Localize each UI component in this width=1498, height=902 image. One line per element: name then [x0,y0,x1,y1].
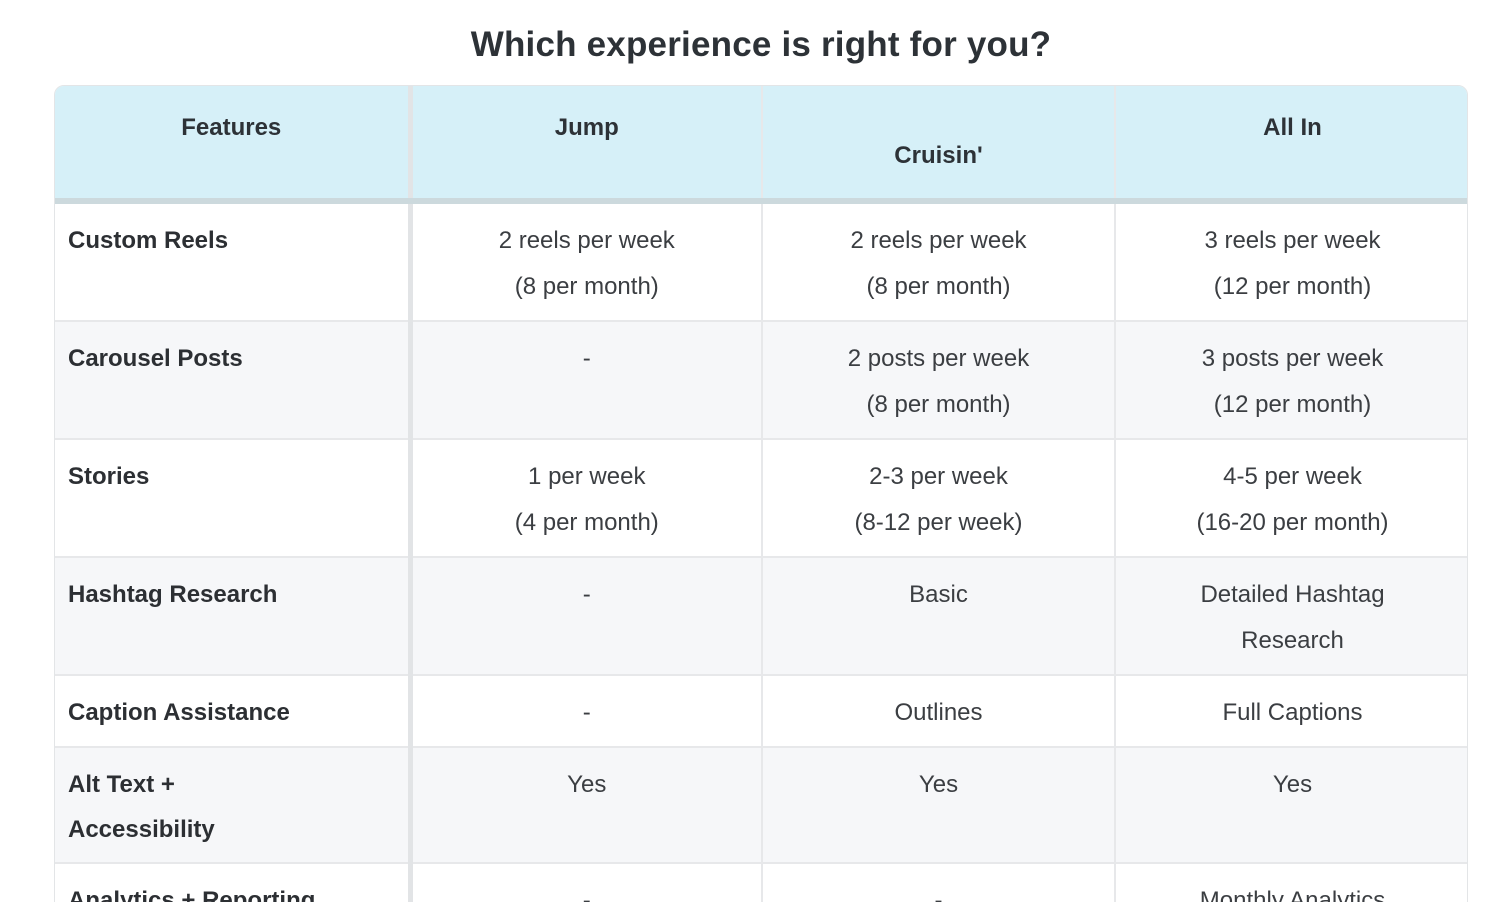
feature-value-cell: Monthly Analytics Review [1115,861,1467,902]
column-header-jump-label: Jump [554,113,619,141]
table-row: Caption Assistance - Outlines Full Captions [55,673,1467,747]
feature-value-cell: 2 posts per week (8 per month) [762,319,1116,439]
feature-label: Custom Reels [55,200,413,321]
column-header-features-label: Features [181,113,282,141]
feature-value-cell: Outlines [762,673,1116,747]
page-title: Which experience is right for you? [470,25,1052,64]
comparison-table-container: Features Jump Cruisin' All In [54,84,1468,902]
feature-value-cell: 2-3 per week (8-12 per week) [762,437,1116,557]
feature-label: Caption Assistance [55,673,413,747]
column-header-allin: All In [1115,85,1467,204]
column-header-cruisin-text: Cruisin' [894,141,983,169]
table-row: Carousel Posts -2 posts per week (8 per m… [55,319,1467,439]
feature-value-cell: 4-5 per week (16-20 per month) [1115,437,1467,557]
feature-value-cell: - [762,861,1116,902]
column-header-allin-label: All In [1263,113,1322,141]
column-header-cruisin: Cruisin' [762,85,1116,204]
table-row: Stories 1 per week (4 per month) 2-3 per w… [55,437,1467,557]
feature-value-cell: 3 posts per week (12 per month) [1115,319,1467,439]
feature-value-cell: Full Captions [1115,673,1467,747]
column-header-jump: Jump [410,85,763,204]
feature-value-cell: 2 reels per week (8 per month) [410,200,763,321]
feature-value-cell: - [410,319,763,439]
feature-label: Alt Text + Accessibility [55,745,413,863]
feature-value-cell: - [410,673,763,747]
feature-label: Stories [55,437,413,557]
header-row: Features Jump Cruisin' All In [55,85,1467,204]
table-row: Hashtag Research - Basic Detailed Hashtag R… [55,555,1467,675]
feature-value-cell: 3 reels per week (12 per month) [1115,200,1467,321]
feature-value-cell: Yes [410,745,763,863]
table-row: Analytics + Reporting - - Monthly Analytics… [55,861,1467,902]
feature-value-cell: Yes [1115,745,1467,863]
table-body: Custom Reels 2 reels per week (8 per mont… [55,200,1467,902]
table-row: Alt Text + Accessibility Yes Yes Yes [55,745,1467,863]
column-header-cruisin-label: Cruisin' [894,114,983,195]
feature-value-cell: Yes [762,745,1116,863]
column-header-features: Features [55,85,413,204]
table-row: Custom Reels 2 reels per week (8 per mont… [55,200,1467,321]
feature-value-cell: 1 per week (4 per month) [410,437,763,557]
feature-value-cell: - [410,555,763,675]
feature-label: Analytics + Reporting [55,861,413,902]
comparison-table: Features Jump Cruisin' All In [55,85,1467,902]
feature-label: Carousel Posts [55,319,413,439]
feature-value-cell: 2 reels per week (8 per month) [762,200,1116,321]
feature-label: Hashtag Research [55,555,413,675]
feature-value-cell: Basic [762,555,1116,675]
feature-value-cell: - [410,861,763,902]
table-header: Features Jump Cruisin' All In [55,85,1467,204]
feature-value-cell: Detailed Hashtag Research [1115,555,1467,675]
